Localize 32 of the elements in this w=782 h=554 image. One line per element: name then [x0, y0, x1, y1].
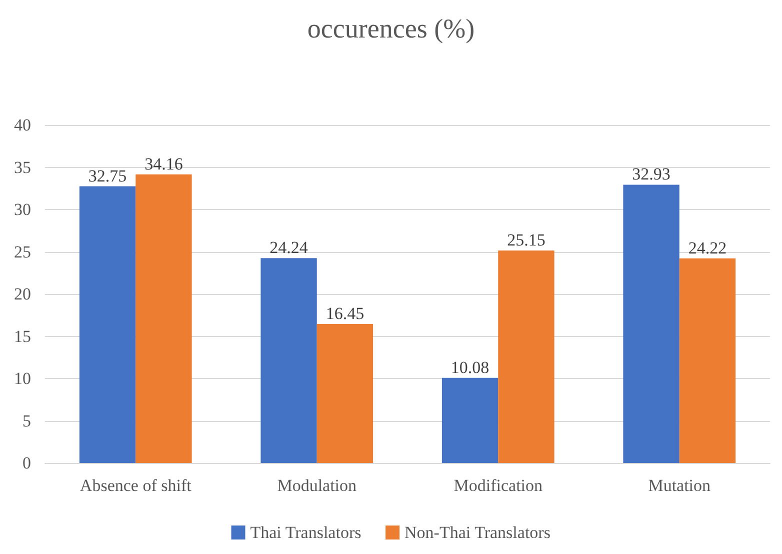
data-label: 24.22: [688, 238, 727, 258]
y-tick-label: 35: [14, 158, 31, 177]
bar: [679, 258, 736, 463]
data-label: 32.75: [88, 166, 127, 186]
x-tick-label: Modification: [454, 476, 543, 495]
data-label: 24.24: [270, 238, 308, 258]
bar: [79, 186, 136, 463]
bar: [260, 258, 317, 463]
data-label: 16.45: [326, 304, 364, 323]
bar: [442, 378, 498, 463]
data-label: 25.15: [507, 230, 546, 250]
data-label: 10.08: [450, 358, 490, 377]
legend-label: Thai Translators: [250, 523, 362, 542]
x-tick-label: Mutation: [648, 476, 712, 495]
y-tick-label: 15: [14, 326, 31, 346]
bar: [136, 174, 192, 463]
chart-title: occurences (%): [307, 14, 475, 44]
y-tick-label: 5: [22, 411, 31, 430]
y-tick-label: 10: [14, 369, 31, 388]
data-label: 32.93: [632, 164, 670, 184]
data-label: 34.16: [144, 154, 183, 174]
x-tick-label: Modulation: [277, 476, 358, 495]
y-tick-label: 30: [14, 200, 31, 219]
y-tick-label: 20: [14, 284, 31, 304]
y-tick-label: 0: [22, 454, 31, 472]
bar: [316, 324, 374, 463]
bar: [623, 184, 680, 463]
x-tick-label: Absence of shift: [80, 476, 192, 495]
y-tick-label: 40: [14, 116, 31, 134]
legend-label: Non-Thai Translators: [404, 523, 550, 542]
bar: [498, 250, 554, 463]
y-tick-label: 25: [14, 242, 31, 262]
